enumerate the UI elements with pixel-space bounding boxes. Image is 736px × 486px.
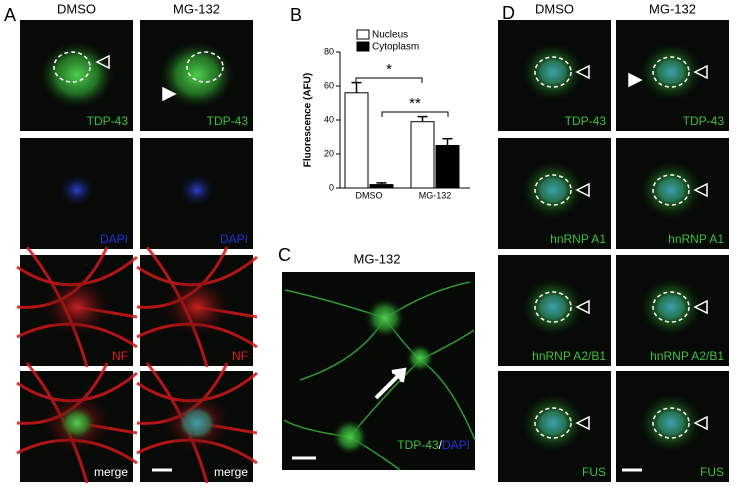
arrowhead bbox=[693, 182, 708, 198]
bar bbox=[369, 184, 394, 189]
soma bbox=[43, 277, 111, 337]
nucleus bbox=[653, 407, 689, 439]
soma bbox=[163, 277, 231, 337]
panel-label: B bbox=[290, 5, 302, 25]
column-header: MG-132 bbox=[649, 1, 696, 16]
nucleus-outline bbox=[652, 291, 690, 323]
bar bbox=[410, 121, 435, 189]
nucleus-outline bbox=[534, 174, 572, 206]
stain-label: NF bbox=[112, 349, 128, 363]
legend-swatch bbox=[356, 29, 370, 40]
panel-label: D bbox=[502, 3, 515, 23]
legend-label: Nucleus bbox=[372, 30, 408, 41]
stain-part: / bbox=[439, 438, 443, 452]
stain-label: DAPI bbox=[220, 232, 248, 246]
nucleus bbox=[535, 407, 571, 439]
cell-signal bbox=[159, 41, 235, 109]
y-axis-label: Fluorescence (AFU) bbox=[303, 73, 314, 167]
nucleus bbox=[535, 291, 571, 323]
nucleus-outline bbox=[53, 51, 91, 83]
arrowhead bbox=[693, 415, 708, 431]
arrowhead bbox=[95, 54, 110, 70]
nucleus-outline bbox=[186, 51, 224, 83]
bar bbox=[344, 92, 369, 189]
stain-label: FUS bbox=[582, 465, 606, 479]
stain-label: TDP-43 bbox=[565, 114, 607, 128]
stain-label: TDP-43 bbox=[683, 114, 725, 128]
column-header: MG-132 bbox=[173, 1, 220, 16]
arrowhead bbox=[162, 86, 177, 102]
stain-label: NF bbox=[232, 349, 248, 363]
cell-signal bbox=[39, 41, 115, 109]
bar bbox=[435, 145, 460, 189]
stain-label: hnRNP A1 bbox=[550, 232, 606, 246]
legend-label: Cytoplasm bbox=[372, 42, 419, 53]
nucleus-outline bbox=[652, 56, 690, 88]
y-tick-label: 0 bbox=[329, 182, 334, 192]
arrowhead bbox=[693, 64, 708, 80]
error-bar bbox=[376, 182, 387, 185]
arrowhead bbox=[693, 299, 708, 315]
neuron bbox=[365, 298, 405, 338]
nucleus bbox=[653, 291, 689, 323]
stain-label: hnRNP A2/B1 bbox=[532, 349, 606, 363]
nucleus bbox=[535, 174, 571, 206]
column-header: DMSO bbox=[535, 1, 574, 16]
neuron bbox=[406, 344, 434, 372]
nucleus bbox=[178, 406, 216, 440]
stain-label: TDP-43 bbox=[207, 114, 249, 128]
stain-label: FUS bbox=[700, 465, 724, 479]
error-bar bbox=[442, 137, 453, 146]
arrowhead bbox=[575, 182, 590, 198]
error-bar bbox=[417, 115, 428, 122]
significance-bracket bbox=[355, 77, 423, 83]
arrowhead bbox=[575, 299, 590, 315]
nucleus bbox=[58, 406, 96, 440]
nucleus bbox=[653, 174, 689, 206]
y-tick-label: 20 bbox=[324, 148, 334, 158]
arrowhead bbox=[575, 415, 590, 431]
significance-mark: ** bbox=[409, 95, 421, 112]
column-header: DMSO bbox=[57, 1, 96, 16]
stain-part: DAPI bbox=[442, 438, 470, 452]
error-bar bbox=[351, 81, 362, 93]
stain-label: hnRNP A1 bbox=[668, 232, 724, 246]
stain-label: merge bbox=[94, 465, 128, 479]
y-tick-label: 40 bbox=[324, 114, 334, 124]
significance-mark: * bbox=[386, 61, 392, 78]
stain-part: TDP-43 bbox=[397, 438, 439, 452]
stain-label: merge bbox=[214, 465, 248, 479]
stain-label: TDP-43/DAPI bbox=[397, 438, 470, 452]
y-tick-label: 80 bbox=[324, 46, 334, 56]
cell-signal bbox=[59, 174, 95, 206]
panel-title: MG-132 bbox=[354, 251, 401, 266]
nucleus-outline bbox=[534, 407, 572, 439]
nucleus-outline bbox=[652, 407, 690, 439]
nucleus bbox=[535, 56, 571, 88]
y-tick-label: 60 bbox=[324, 80, 334, 90]
cell-signal bbox=[179, 174, 215, 206]
arrowhead bbox=[575, 64, 590, 80]
significance-bracket bbox=[381, 111, 449, 117]
x-tick-label: MG-132 bbox=[419, 190, 452, 200]
arrowhead bbox=[628, 72, 643, 88]
nucleus bbox=[653, 56, 689, 88]
stain-label: DAPI bbox=[100, 232, 128, 246]
nucleus-outline bbox=[534, 56, 572, 88]
x-tick-label: DMSO bbox=[356, 190, 383, 200]
arrow bbox=[374, 367, 407, 400]
legend-swatch bbox=[356, 41, 370, 52]
panel-label: C bbox=[278, 245, 291, 265]
panel-label: A bbox=[4, 5, 16, 25]
nucleus-outline bbox=[652, 174, 690, 206]
stain-label: TDP-43 bbox=[87, 114, 129, 128]
stain-label: hnRNP A2/B1 bbox=[650, 349, 724, 363]
neuron bbox=[332, 419, 368, 455]
nucleus-outline bbox=[534, 291, 572, 323]
